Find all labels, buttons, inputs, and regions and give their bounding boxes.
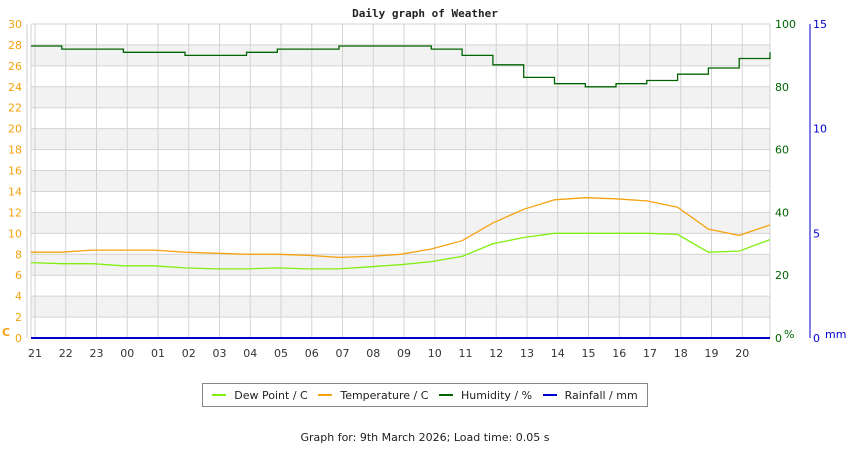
humidity-line <box>31 45 771 88</box>
svg-text:20: 20 <box>735 347 749 360</box>
svg-text:23: 23 <box>90 347 104 360</box>
svg-text:16: 16 <box>8 165 22 178</box>
svg-text:04: 04 <box>243 347 257 360</box>
svg-text:28: 28 <box>8 39 22 52</box>
svg-text:09: 09 <box>397 347 411 360</box>
svg-text:30: 30 <box>8 18 22 31</box>
svg-text:10: 10 <box>8 227 22 240</box>
svg-text:18: 18 <box>674 347 688 360</box>
svg-text:8: 8 <box>15 248 22 261</box>
svg-text:24: 24 <box>8 81 22 94</box>
svg-text:12: 12 <box>8 206 22 219</box>
legend-item-rainfall: Rainfall / mm <box>542 388 638 402</box>
svg-text:15: 15 <box>813 18 827 31</box>
svg-text:80: 80 <box>775 81 789 94</box>
svg-text:0: 0 <box>775 332 782 345</box>
svg-text:0: 0 <box>15 332 22 345</box>
svg-text:C: C <box>2 326 10 339</box>
legend-item-temperature: Temperature / C <box>318 389 428 402</box>
svg-text:4: 4 <box>15 290 22 303</box>
dew-point-swatch-icon <box>212 394 227 396</box>
plot-grid <box>26 23 771 339</box>
svg-text:0: 0 <box>813 332 820 345</box>
svg-text:18: 18 <box>8 144 22 157</box>
svg-text:02: 02 <box>182 347 196 360</box>
svg-text:00: 00 <box>120 347 134 360</box>
chart-title: Daily graph of Weather <box>352 7 498 20</box>
plot-bands <box>31 44 770 318</box>
legend-label: Dew Point / C <box>234 388 308 402</box>
svg-text:40: 40 <box>775 206 789 219</box>
svg-text:14: 14 <box>8 185 22 198</box>
svg-text:15: 15 <box>582 347 596 360</box>
svg-text:07: 07 <box>336 347 350 360</box>
legend-item-humidity: Humidity / % <box>439 389 532 402</box>
legend: Dew Point / C Temperature / C Humidity /… <box>202 383 648 407</box>
svg-text:20: 20 <box>8 123 22 136</box>
svg-text:10: 10 <box>813 123 827 136</box>
svg-text:19: 19 <box>705 347 719 360</box>
legend-label: Rainfall / mm <box>564 388 638 402</box>
legend-label: Humidity / % <box>461 388 533 402</box>
svg-text:mm: mm <box>825 328 846 341</box>
svg-text:6: 6 <box>15 269 22 282</box>
graph-footer: Graph for: 9th March 2026; Load time: 0.… <box>300 431 550 444</box>
legend-label: Temperature / C <box>340 388 429 402</box>
svg-text:06: 06 <box>305 347 319 360</box>
data-lines <box>30 45 771 339</box>
right-axis-rainfall: 0 5 10 15 mm <box>809 18 846 345</box>
svg-text:10: 10 <box>428 347 442 360</box>
svg-text:26: 26 <box>8 60 22 73</box>
svg-text:60: 60 <box>775 144 789 157</box>
svg-text:14: 14 <box>551 347 565 360</box>
temperature-swatch-icon <box>318 394 333 396</box>
svg-text:16: 16 <box>612 347 626 360</box>
svg-text:22: 22 <box>59 347 73 360</box>
temperature-cline <box>31 197 771 259</box>
svg-text:12: 12 <box>489 347 503 360</box>
x-axis-hours: 21 22 23 00 01 02 03 04 05 06 07 08 09 10 11 12 13 14 15 16… <box>28 347 749 360</box>
weather-chart: Daily graph of Weather 02468101214161820… <box>2 7 846 360</box>
humidity-swatch-icon <box>439 394 454 396</box>
svg-text:21: 21 <box>28 347 42 360</box>
legend-item-dew-point: Dew Point / C <box>212 388 308 402</box>
svg-text:20: 20 <box>775 269 789 282</box>
svg-text:08: 08 <box>366 347 380 360</box>
svg-text:2: 2 <box>15 311 22 324</box>
right-axis-humidity: 0 20 40 60 80 100% <box>775 18 796 345</box>
svg-text:5: 5 <box>813 227 820 240</box>
svg-text:%: % <box>784 328 794 341</box>
svg-text:11: 11 <box>459 347 473 360</box>
dew-point-cline <box>30 232 771 270</box>
svg-text:22: 22 <box>8 102 22 115</box>
svg-text:03: 03 <box>213 347 227 360</box>
svg-text:05: 05 <box>274 347 288 360</box>
rainfall-swatch-icon <box>542 394 557 396</box>
svg-text:13: 13 <box>520 347 534 360</box>
svg-text:17: 17 <box>643 347 657 360</box>
svg-text:100: 100 <box>775 18 796 31</box>
svg-text:01: 01 <box>151 347 165 360</box>
